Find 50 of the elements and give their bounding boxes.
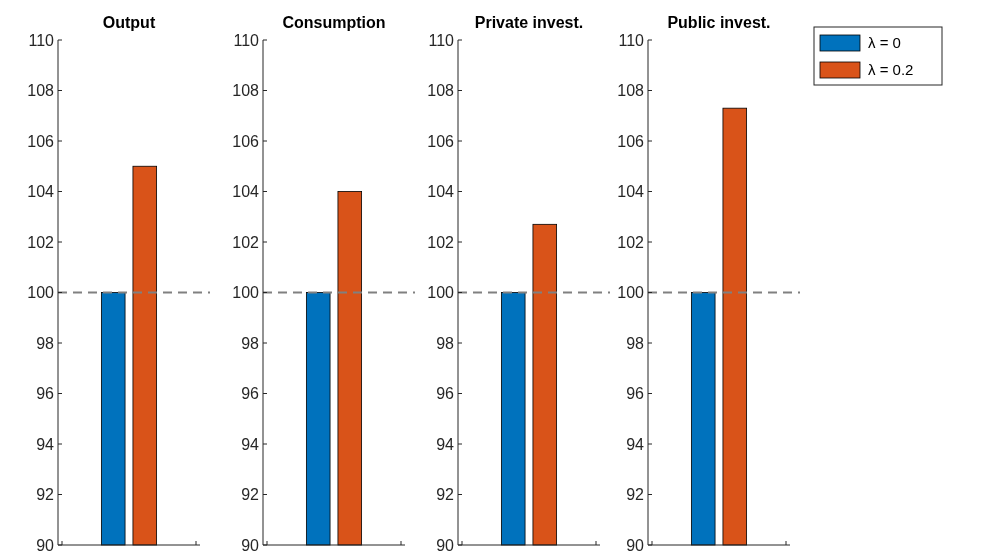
y-tick-label: 90	[36, 536, 55, 554]
y-tick-label: 94	[626, 435, 645, 453]
y-tick-label: 106	[427, 132, 455, 150]
y-tick-label: 102	[617, 233, 645, 251]
chart-title: Consumption	[282, 14, 386, 31]
y-tick-label: 110	[233, 31, 260, 49]
chart-title: Private invest.	[474, 14, 584, 31]
y-tick-label: 108	[232, 82, 260, 100]
y-tick-label: 102	[232, 233, 260, 251]
y-tick-label: 110	[618, 31, 645, 49]
y-tick-label: 102	[27, 233, 55, 251]
y-tick-label: 94	[36, 435, 55, 453]
y-tick-label: 98	[436, 334, 455, 352]
y-tick-label: 100	[27, 284, 55, 302]
y-tick-label: 104	[27, 183, 55, 201]
y-tick-label: 100	[232, 284, 260, 302]
chart-title: Output	[102, 14, 156, 31]
y-tick-label: 96	[626, 385, 645, 403]
y-tick-label: 98	[626, 334, 645, 352]
y-tick-label: 106	[232, 132, 260, 150]
chart-title: Public invest.	[667, 14, 771, 31]
y-tick-label: 90	[436, 536, 455, 554]
y-tick-label: 106	[27, 132, 55, 150]
y-tick-label: 96	[436, 385, 455, 403]
y-tick-label: 110	[28, 31, 55, 49]
y-tick-label: 106	[617, 132, 645, 150]
y-tick-label: 96	[36, 385, 55, 403]
y-tick-label: 108	[617, 82, 645, 100]
y-tick-label: 94	[241, 435, 260, 453]
y-tick-label: 98	[36, 334, 55, 352]
y-tick-label: 90	[241, 536, 260, 554]
y-tick-label: 90	[626, 536, 645, 554]
y-tick-label: 104	[427, 183, 455, 201]
y-tick-label: 108	[27, 82, 55, 100]
y-tick-label: 104	[617, 183, 645, 201]
y-tick-label: 92	[436, 486, 455, 504]
y-tick-label: 96	[241, 385, 260, 403]
legend-label: λ = 0.2	[868, 61, 914, 79]
y-tick-label: 92	[36, 486, 55, 504]
y-tick-label: 108	[427, 82, 455, 100]
y-tick-label: 100	[617, 284, 645, 302]
y-tick-label: 100	[427, 284, 455, 302]
y-tick-label: 92	[241, 486, 260, 504]
y-tick-label: 98	[241, 334, 260, 352]
y-tick-label: 102	[427, 233, 455, 251]
y-tick-label: 104	[232, 183, 260, 201]
y-tick-label: 94	[436, 435, 455, 453]
y-tick-label: 92	[626, 486, 645, 504]
legend-label: λ = 0	[868, 34, 901, 52]
y-tick-label: 110	[428, 31, 455, 49]
